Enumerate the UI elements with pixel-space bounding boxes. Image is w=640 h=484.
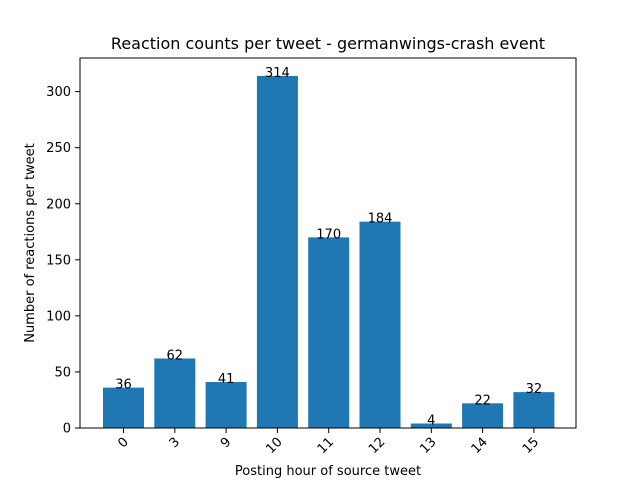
x-axis-label: Posting hour of source tweet (235, 464, 421, 479)
data-label-15: 32 (526, 382, 543, 397)
y-tick-label-200: 200 (46, 197, 71, 212)
bar-12 (359, 221, 401, 428)
data-label-11: 170 (316, 227, 341, 242)
y-tick-label-300: 300 (46, 85, 71, 100)
y-tick-label-250: 250 (46, 141, 71, 156)
bars-group (103, 75, 555, 428)
data-label-9: 41 (218, 372, 235, 387)
bar-15 (513, 392, 555, 428)
data-label-10: 314 (265, 66, 290, 81)
y-tick-label-50: 50 (54, 365, 71, 380)
bar-3 (154, 358, 196, 428)
y-tick-label-100: 100 (46, 309, 71, 324)
data-label-12: 184 (368, 212, 393, 227)
plot-frame (79, 57, 577, 429)
data-label-0: 36 (115, 378, 132, 393)
y-axis-label: Number of reactions per tweet (23, 143, 38, 343)
data-label-14: 22 (474, 393, 491, 408)
bar-9 (205, 382, 247, 428)
y-tick-label-150: 150 (46, 253, 71, 268)
bar-14 (462, 403, 504, 428)
data-label-3: 62 (167, 348, 184, 363)
y-axis: 0 50 100 150 200 250 300 (46, 85, 80, 437)
bar-11 (308, 237, 350, 428)
data-label-13: 4 (427, 414, 435, 429)
y-tick-label-0: 0 (63, 422, 71, 437)
bar-13 (410, 423, 452, 428)
chart-title: Reaction counts per tweet - germanwings-… (111, 34, 545, 53)
bar-0 (103, 387, 144, 428)
bar-10 (256, 75, 298, 428)
data-labels-group: 36 62 41 314 170 184 4 22 32 (115, 66, 542, 429)
